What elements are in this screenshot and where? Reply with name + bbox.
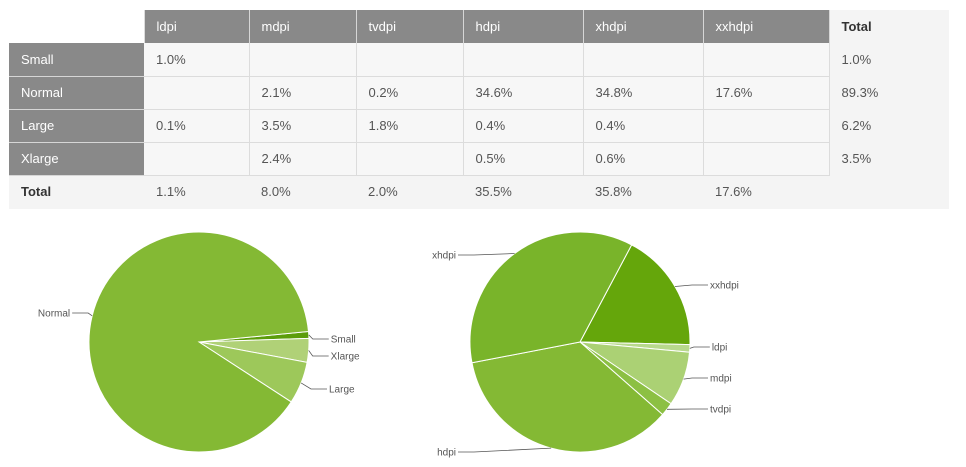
- table-cell: [583, 43, 704, 77]
- row-total: 3.5%: [841, 151, 872, 166]
- table-row: Small 1.0% 1.0%: [9, 43, 949, 77]
- column-header: tvdpi: [356, 10, 464, 43]
- column-total: 1.1%: [156, 184, 186, 200]
- pie-leader-line: [300, 382, 327, 390]
- row-total: 89.3%: [841, 85, 879, 100]
- table-cell: 34.6%: [463, 76, 584, 110]
- corner-cell: [9, 10, 145, 43]
- table-cell: 0.5%: [463, 142, 584, 176]
- pie-slice-label: xxhdpi: [710, 281, 739, 292]
- table-cell: 0.2%: [356, 76, 464, 110]
- column-total: 35.8%: [595, 184, 632, 200]
- pie-leader-line: [308, 334, 329, 340]
- pie-leader-line: [72, 312, 93, 317]
- table-cell: [144, 76, 250, 110]
- totals-row-header: Total: [21, 184, 52, 200]
- table-cell: 0.1%: [144, 109, 250, 143]
- column-header: hdpi: [463, 10, 584, 43]
- column-total: 8.0%: [261, 184, 291, 200]
- pie-chart: Small Xlarge Large Normal: [38, 231, 360, 453]
- pie-leader-line: [308, 350, 329, 357]
- pie-slice-label: xhdpi: [432, 251, 456, 262]
- table-cell: [463, 43, 584, 77]
- row-total: 6.2%: [841, 118, 872, 133]
- table-cell: [703, 43, 830, 77]
- table-cell: [144, 142, 250, 176]
- pie-slice-label: tvdpi: [710, 405, 731, 416]
- row-total: 1.0%: [841, 52, 872, 67]
- column-total: 35.5%: [475, 184, 512, 200]
- distribution-table-container: ldpi mdpi tvdpi hdpi xhdpi xxhdpi Total …: [9, 10, 949, 209]
- column-total: 17.6%: [715, 184, 752, 200]
- table-cell: 3.5%: [249, 109, 357, 143]
- pie-leader-line: [689, 346, 710, 349]
- table-cell: 0.6%: [583, 142, 704, 176]
- pie-slice-label: mdpi: [710, 374, 732, 385]
- distribution-table: ldpi mdpi tvdpi hdpi xhdpi xxhdpi Total …: [9, 10, 949, 208]
- column-header: xhdpi: [583, 10, 704, 43]
- pie-charts-svg: Small Xlarge Large Normal xxhdpi ldpi mdpi tvdp…: [38, 231, 739, 459]
- row-header: Xlarge: [9, 142, 144, 176]
- table-cell: [703, 109, 830, 143]
- table-cell: 0.4%: [583, 109, 704, 143]
- table-cell: 34.8%: [583, 76, 704, 110]
- row-header: Small: [9, 43, 144, 77]
- pie-slice: [469, 231, 633, 364]
- pie-leader-line: [458, 447, 552, 453]
- table-cell: 0.4%: [463, 109, 584, 143]
- column-total: 2.0%: [368, 184, 398, 200]
- column-header: ldpi: [144, 10, 250, 43]
- pie-slice-label: Large: [329, 385, 355, 396]
- row-header: Large: [9, 109, 144, 143]
- pie-slice-label: hdpi: [437, 448, 456, 459]
- pie-leader-line: [683, 377, 708, 380]
- totals-row: Total 1.1% 8.0% 2.0% 35.5% 35.8% 17.6%: [9, 175, 949, 208]
- pie-leader-line: [674, 284, 708, 287]
- table-cell: 1.0%: [144, 43, 250, 77]
- table-cell: [703, 142, 830, 176]
- pie-slice: [471, 341, 664, 453]
- table-cell: [356, 142, 464, 176]
- pie-slice-label: Xlarge: [331, 352, 360, 363]
- table-row: Normal 2.1% 0.2% 34.6% 34.8% 17.6% 89.3%: [9, 76, 949, 110]
- table-cell: [249, 43, 357, 77]
- table-cell: 1.8%: [356, 109, 464, 143]
- table-cell: [356, 43, 464, 77]
- pie-slice-label: Small: [331, 335, 356, 346]
- column-header: mdpi: [249, 10, 357, 43]
- column-header: xxhdpi: [703, 10, 830, 43]
- table-cell: 2.1%: [249, 76, 357, 110]
- grand-total-cell: [829, 175, 949, 208]
- pie-chart: xxhdpi ldpi mdpi tvdpi hdpi xhdpi: [432, 231, 739, 459]
- total-column-header: Total: [841, 19, 872, 34]
- pie-charts-area: Small Xlarge Large Normal xxhdpi ldpi mdpi tvdp…: [0, 215, 966, 467]
- pie-slice-label: ldpi: [712, 343, 728, 354]
- table-row: Xlarge 2.4% 0.5% 0.6% 3.5%: [9, 142, 949, 176]
- pie-slice: [88, 231, 310, 453]
- header-row: ldpi mdpi tvdpi hdpi xhdpi xxhdpi Total: [9, 10, 949, 43]
- table-cell: 2.4%: [249, 142, 357, 176]
- table-row: Large 0.1% 3.5% 1.8% 0.4% 0.4% 6.2%: [9, 109, 949, 143]
- table-cell: 17.6%: [703, 76, 830, 110]
- pie-slice-label: Normal: [38, 309, 70, 320]
- row-header: Normal: [9, 76, 144, 110]
- pie-leader-line: [458, 253, 515, 256]
